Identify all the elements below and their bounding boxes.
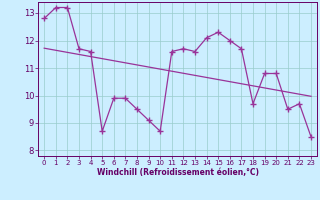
- X-axis label: Windchill (Refroidissement éolien,°C): Windchill (Refroidissement éolien,°C): [97, 168, 259, 177]
